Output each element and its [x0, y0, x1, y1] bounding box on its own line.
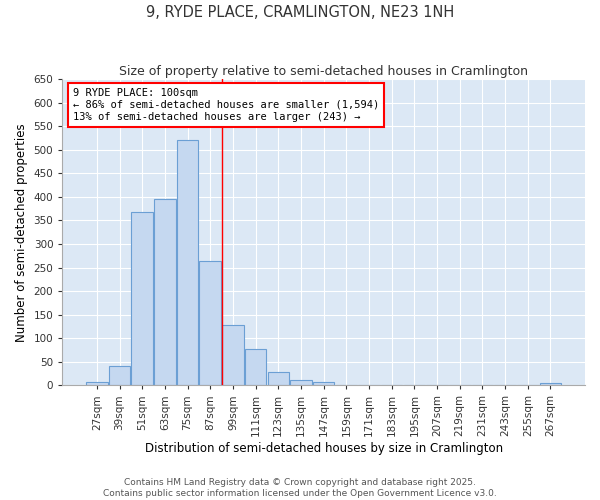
Bar [222, 325, 244, 386]
X-axis label: Distribution of semi-detached houses by size in Cramlington: Distribution of semi-detached houses by … [145, 442, 503, 455]
Bar [109, 366, 130, 386]
Text: 9 RYDE PLACE: 100sqm
← 86% of semi-detached houses are smaller (1,594)
13% of se: 9 RYDE PLACE: 100sqm ← 86% of semi-detac… [73, 88, 379, 122]
Title: Size of property relative to semi-detached houses in Cramlington: Size of property relative to semi-detach… [119, 65, 528, 78]
Bar [154, 200, 176, 386]
Bar [539, 383, 561, 386]
Bar [86, 382, 107, 386]
Bar [290, 380, 312, 386]
Bar [131, 212, 153, 386]
Y-axis label: Number of semi-detached properties: Number of semi-detached properties [15, 123, 28, 342]
Bar [268, 372, 289, 386]
Bar [245, 350, 266, 386]
Bar [199, 262, 221, 386]
Text: 9, RYDE PLACE, CRAMLINGTON, NE23 1NH: 9, RYDE PLACE, CRAMLINGTON, NE23 1NH [146, 5, 454, 20]
Bar [177, 140, 199, 386]
Text: Contains HM Land Registry data © Crown copyright and database right 2025.
Contai: Contains HM Land Registry data © Crown c… [103, 478, 497, 498]
Bar [313, 382, 334, 386]
